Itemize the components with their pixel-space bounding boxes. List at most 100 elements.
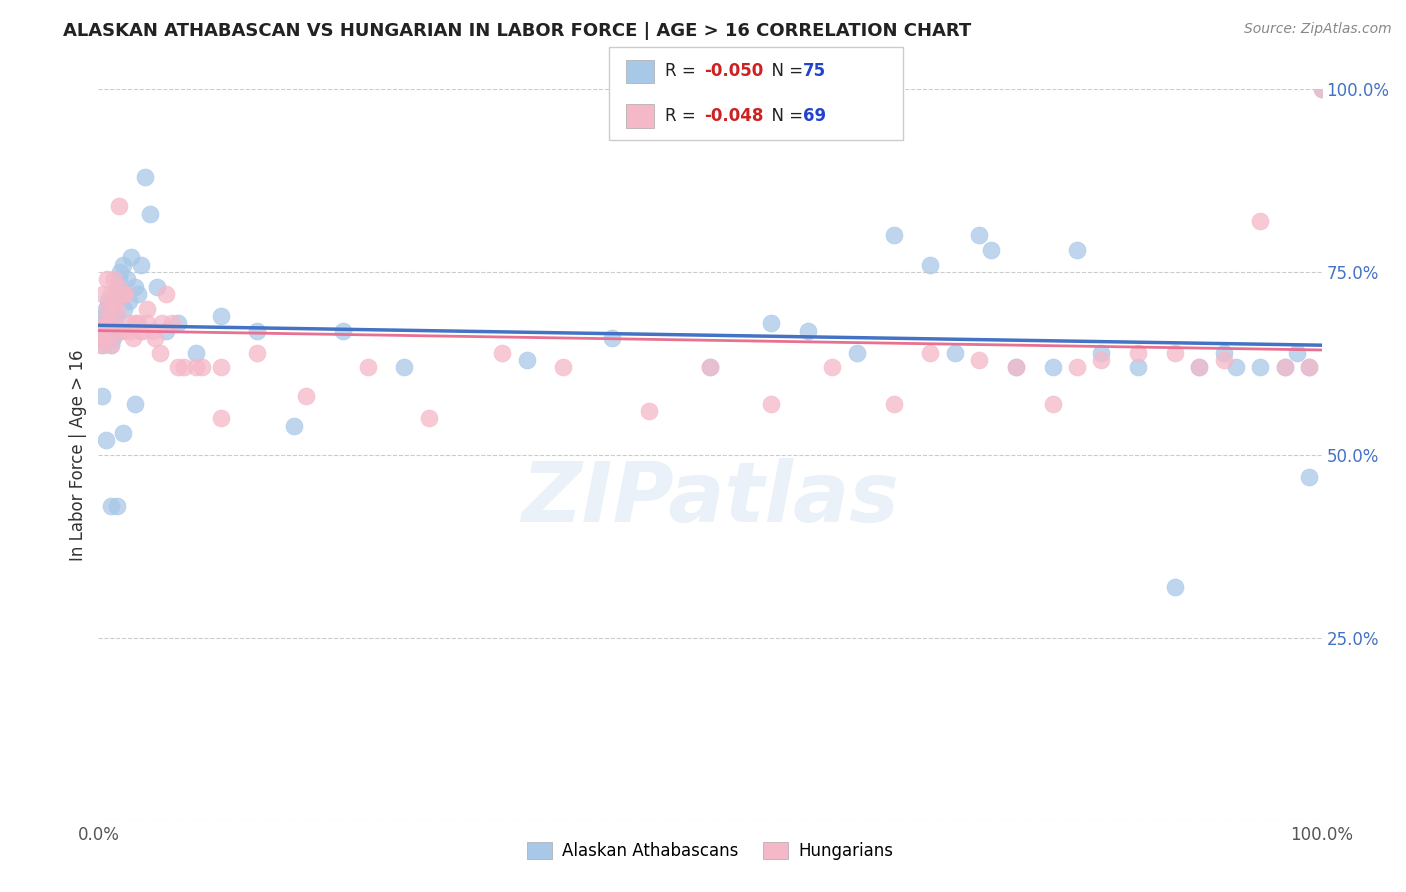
Point <box>797 324 820 338</box>
Point <box>114 287 136 301</box>
Text: ALASKAN ATHABASCAN VS HUNGARIAN IN LABOR FORCE | AGE > 16 CORRELATION CHART: ALASKAN ATHABASCAN VS HUNGARIAN IN LABOR… <box>63 22 972 40</box>
Point <box>105 301 128 316</box>
Y-axis label: In Labor Force | Age > 16: In Labor Force | Age > 16 <box>69 349 87 561</box>
Point <box>283 418 305 433</box>
Point <box>1128 360 1150 375</box>
Point <box>209 360 232 375</box>
Point <box>134 169 156 184</box>
Point <box>115 272 138 286</box>
Point <box>91 338 114 352</box>
Point <box>114 287 136 301</box>
Point <box>332 324 354 338</box>
Point <box>100 499 122 513</box>
Point <box>1090 352 1112 367</box>
Point <box>136 301 159 316</box>
Point <box>186 360 208 375</box>
Point <box>1042 397 1064 411</box>
Point <box>111 425 134 440</box>
Point <box>129 258 152 272</box>
Point <box>186 345 208 359</box>
Point <box>97 316 120 330</box>
Text: 69: 69 <box>803 107 825 125</box>
Point <box>155 287 177 301</box>
Text: R =: R = <box>665 107 702 125</box>
Point <box>111 324 134 338</box>
Point <box>105 499 128 513</box>
Point <box>637 404 661 418</box>
Point <box>1212 345 1234 359</box>
Point <box>1066 243 1088 257</box>
Point <box>246 345 269 359</box>
Legend: Alaskan Athabascans, Hungarians: Alaskan Athabascans, Hungarians <box>520 836 900 867</box>
Point <box>105 287 128 301</box>
Point <box>920 345 942 359</box>
Point <box>96 316 118 330</box>
Point <box>94 324 117 338</box>
Point <box>124 316 146 330</box>
Point <box>149 345 172 359</box>
Point <box>980 243 1002 257</box>
Point <box>118 316 141 330</box>
Point <box>967 228 990 243</box>
Point <box>111 258 134 272</box>
Point <box>699 360 721 375</box>
Point <box>124 397 146 411</box>
Text: ZIPatlas: ZIPatlas <box>522 458 898 540</box>
Point <box>127 287 149 301</box>
Point <box>91 324 114 338</box>
Point <box>920 258 942 272</box>
Point <box>100 309 122 323</box>
Point <box>295 389 318 403</box>
Text: -0.048: -0.048 <box>704 107 763 125</box>
Point <box>761 397 783 411</box>
Point <box>96 272 118 286</box>
Point <box>1298 470 1320 484</box>
Point <box>101 294 124 309</box>
Point <box>100 338 122 352</box>
Point <box>129 324 152 338</box>
Point <box>101 301 124 316</box>
Point <box>821 360 844 375</box>
Point <box>209 411 232 425</box>
Point <box>112 301 135 316</box>
Point <box>96 301 118 316</box>
Point <box>1298 360 1320 375</box>
Point <box>127 316 149 330</box>
Point <box>94 301 117 316</box>
Point <box>107 324 129 338</box>
Point <box>94 331 117 345</box>
Point <box>600 331 623 345</box>
Point <box>110 324 132 338</box>
Point <box>101 316 124 330</box>
Point <box>1274 360 1296 375</box>
Point <box>1066 360 1088 375</box>
Text: N =: N = <box>761 107 808 125</box>
Point <box>136 316 159 330</box>
Point <box>108 272 131 286</box>
Point <box>392 360 416 375</box>
Point <box>90 331 112 345</box>
Point <box>94 434 117 448</box>
Point <box>173 360 195 375</box>
Point <box>246 324 269 338</box>
Point <box>93 309 115 323</box>
Point <box>1188 360 1211 375</box>
Point <box>100 287 122 301</box>
Point <box>150 316 173 330</box>
Point <box>209 309 232 323</box>
Point <box>112 287 135 301</box>
Point <box>120 324 142 338</box>
Point <box>91 389 114 403</box>
Text: -0.050: -0.050 <box>704 62 763 80</box>
Point <box>146 279 169 293</box>
Point <box>93 331 115 345</box>
Point <box>761 316 783 330</box>
Point <box>167 360 190 375</box>
Point <box>1004 360 1026 375</box>
Point <box>111 287 134 301</box>
Point <box>121 331 143 345</box>
Point <box>104 309 127 323</box>
Point <box>553 360 575 375</box>
Point <box>120 251 142 265</box>
Point <box>91 316 114 330</box>
